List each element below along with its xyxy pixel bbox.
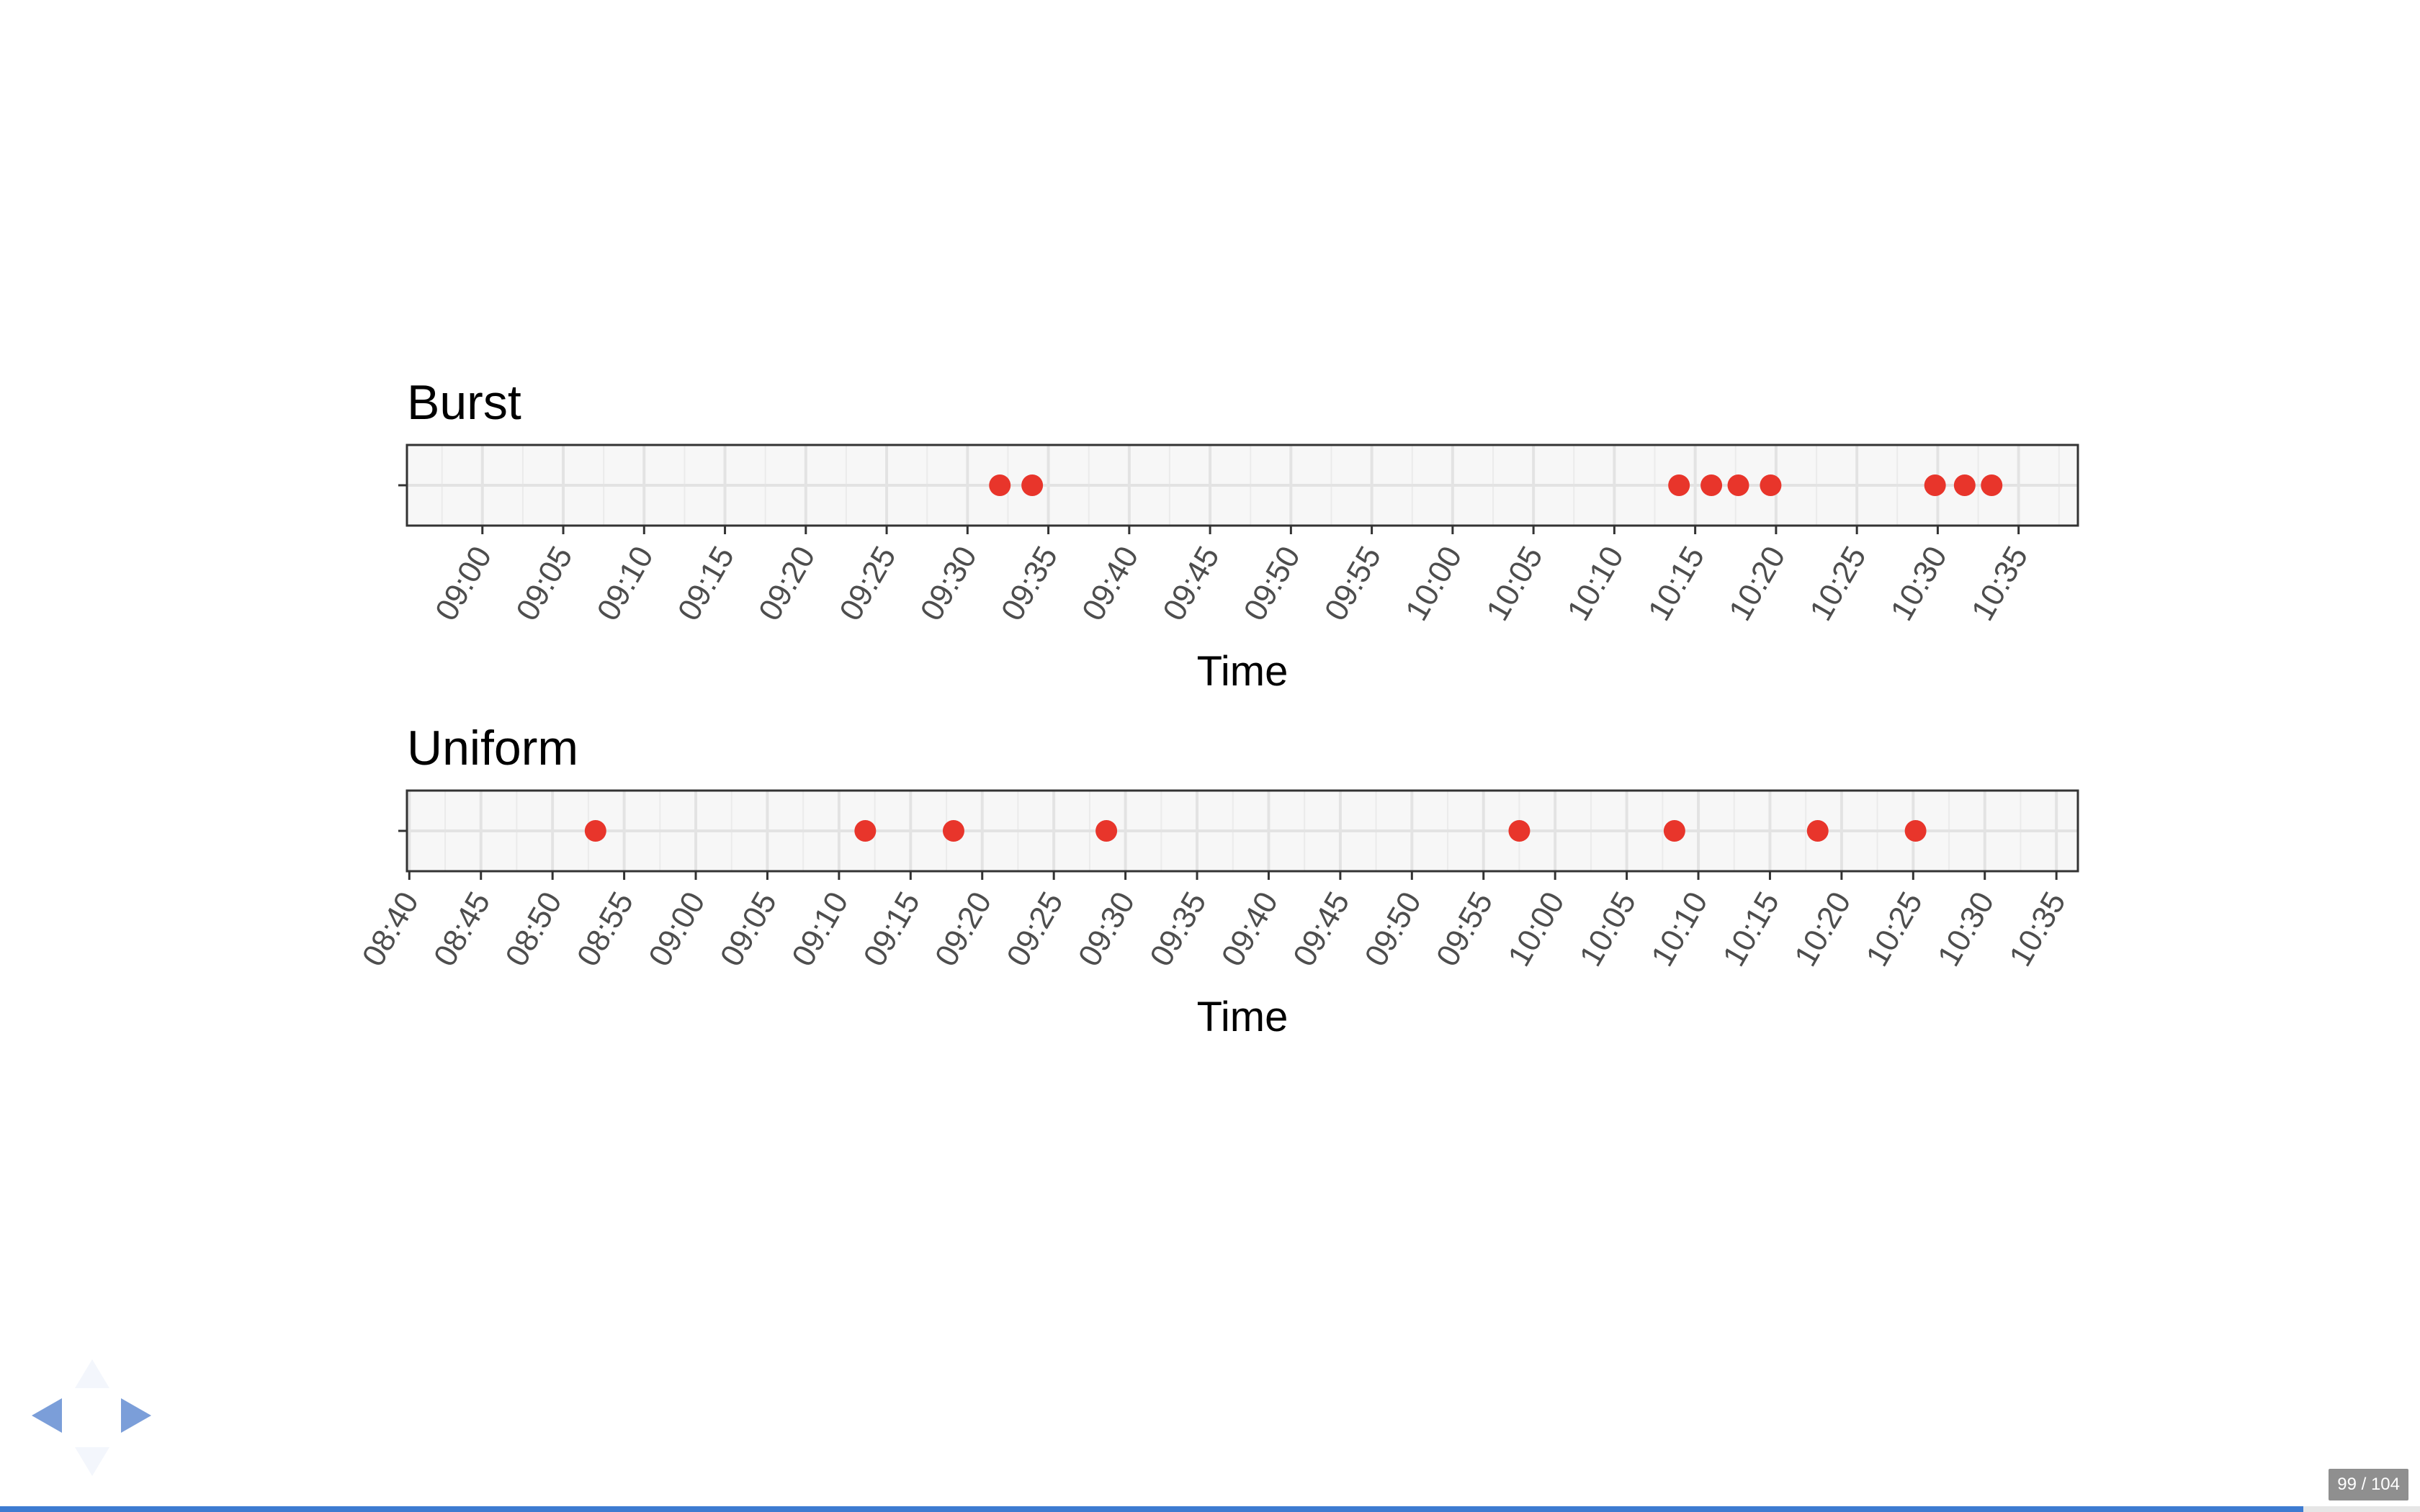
chart-title: Burst bbox=[407, 375, 521, 430]
x-tick-label: 10:15 bbox=[1716, 886, 1786, 973]
x-axis-title: Time bbox=[1197, 648, 1289, 695]
x-tick-label: 08:45 bbox=[427, 886, 497, 973]
x-tick-label: 10:10 bbox=[1644, 886, 1714, 973]
data-point bbox=[584, 820, 606, 842]
data-point bbox=[1981, 474, 2003, 496]
x-tick-label: 09:35 bbox=[1143, 886, 1213, 973]
x-tick-label: 09:00 bbox=[642, 886, 712, 973]
data-point bbox=[1700, 474, 1723, 496]
progress-bar-fill bbox=[0, 1506, 2304, 1512]
arrow-down-icon[interactable] bbox=[75, 1447, 109, 1476]
data-point bbox=[1508, 820, 1531, 842]
data-point bbox=[854, 820, 877, 842]
chart-burst: Burst 09:00 09:05 09:10 09:15 09:20 09:25 09:30… bbox=[398, 375, 2079, 695]
arrow-up-icon[interactable] bbox=[75, 1359, 109, 1388]
x-tick-label: 09:00 bbox=[429, 541, 498, 627]
data-point bbox=[1760, 474, 1782, 496]
x-tick-label: 08:55 bbox=[570, 886, 640, 973]
data-point bbox=[1095, 820, 1118, 842]
x-tick-label: 09:15 bbox=[856, 886, 926, 973]
x-tick-label: 10:10 bbox=[1561, 541, 1631, 627]
data-point bbox=[1727, 474, 1749, 496]
x-tick-label: 10:15 bbox=[1641, 541, 1711, 627]
slide-counter: 99 / 104 bbox=[2329, 1469, 2408, 1500]
x-tick-label: 10:20 bbox=[1788, 886, 1857, 973]
x-tick-label: 09:30 bbox=[913, 541, 983, 627]
x-tick-label: 10:00 bbox=[1501, 886, 1571, 973]
x-tick-label: 10:30 bbox=[1931, 886, 2001, 973]
x-tick-label: 09:40 bbox=[1215, 886, 1285, 973]
x-tick-label: 09:55 bbox=[1318, 541, 1388, 627]
x-tick-label: 09:40 bbox=[1075, 541, 1145, 627]
x-tick-label: 08:50 bbox=[498, 886, 568, 973]
data-point bbox=[1953, 474, 1976, 496]
arrow-left-icon[interactable] bbox=[32, 1398, 62, 1433]
x-tick-label: 10:20 bbox=[1722, 541, 1792, 627]
x-tick-label: 09:45 bbox=[1156, 541, 1226, 627]
chart-title: Uniform bbox=[407, 721, 578, 775]
x-tick-label: 09:25 bbox=[833, 541, 902, 627]
x-tick-label: 10:30 bbox=[1884, 541, 1954, 627]
x-tick-label: 10:35 bbox=[2002, 886, 2072, 973]
x-tick-label: 09:35 bbox=[995, 541, 1065, 627]
x-tick-label: 10:05 bbox=[1479, 541, 1549, 627]
x-tick-label: 09:20 bbox=[928, 886, 998, 973]
x-tick-label: 09:30 bbox=[1072, 886, 1142, 973]
x-tick-label: 09:45 bbox=[1286, 886, 1356, 973]
data-point bbox=[942, 820, 964, 842]
arrow-right-icon[interactable] bbox=[121, 1398, 151, 1433]
data-point bbox=[1668, 474, 1690, 496]
x-tick-label: 10:05 bbox=[1573, 886, 1643, 973]
x-axis-title: Time bbox=[1197, 994, 1289, 1040]
x-tick-label: 10:35 bbox=[1965, 541, 2035, 627]
x-tick-label: 10:25 bbox=[1859, 886, 1929, 973]
x-tick-label: 09:05 bbox=[714, 886, 784, 973]
data-point bbox=[1663, 820, 1685, 842]
x-tick-label: 09:50 bbox=[1237, 541, 1307, 627]
x-tick-label: 08:40 bbox=[355, 886, 425, 973]
data-point bbox=[989, 474, 1011, 496]
x-tick-label: 09:55 bbox=[1430, 886, 1500, 973]
data-point bbox=[1806, 820, 1829, 842]
progress-bar bbox=[0, 1506, 2420, 1512]
data-point bbox=[1904, 820, 1927, 842]
x-tick-label: 09:50 bbox=[1358, 886, 1428, 973]
x-tick-label: 10:25 bbox=[1803, 541, 1873, 627]
x-tick-label: 09:20 bbox=[752, 541, 822, 627]
data-point bbox=[1924, 474, 1946, 496]
x-tick-label: 09:10 bbox=[590, 541, 660, 627]
x-tick-label: 09:15 bbox=[671, 540, 741, 626]
x-tick-label: 09:10 bbox=[785, 886, 855, 973]
x-tick-label: 09:25 bbox=[1000, 886, 1070, 973]
x-tick-label: 09:05 bbox=[509, 541, 579, 627]
x-tick-label: 10:00 bbox=[1399, 541, 1469, 627]
data-point bbox=[1021, 474, 1044, 496]
